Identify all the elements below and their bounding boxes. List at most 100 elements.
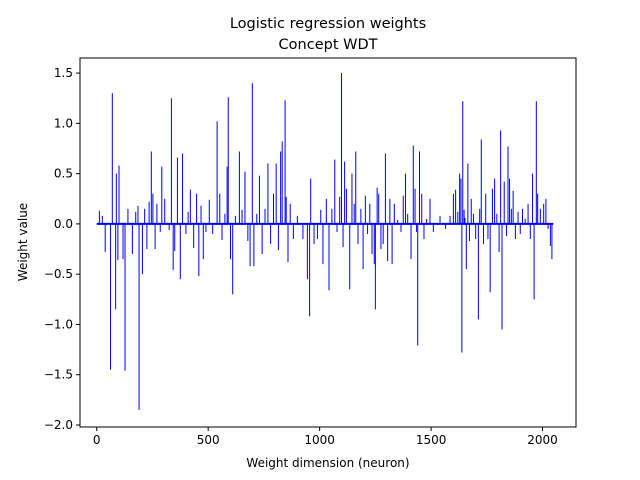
weight-bar (273, 193, 274, 224)
weight-bar (519, 223, 521, 234)
weight-bar (310, 178, 312, 224)
weight-bar (479, 208, 481, 224)
weight-bar (475, 223, 477, 239)
weight-bar (325, 198, 327, 224)
weight-bar (353, 203, 355, 224)
weight-bar (156, 203, 158, 224)
weight-bar (465, 223, 467, 270)
weight-bar (533, 223, 535, 300)
weight-bar (432, 223, 434, 232)
weight-bar (449, 215, 451, 224)
weight-bar (313, 223, 315, 245)
weight-bar (480, 139, 482, 224)
weight-bar (362, 223, 364, 270)
weight-bar (334, 159, 336, 224)
weight-bar (402, 195, 404, 224)
weight-bar (467, 163, 469, 224)
weight-bar (543, 203, 545, 224)
x-tick-label: 1000 (304, 433, 335, 447)
weight-bar (98, 210, 100, 224)
weight-bar (322, 223, 324, 265)
weight-bar (205, 223, 207, 232)
weight-bar (397, 219, 399, 224)
weight-bar (316, 223, 318, 239)
weight-bar (380, 223, 382, 250)
weight-bar (416, 223, 418, 232)
weight-bar (182, 153, 184, 224)
weight-bar (410, 223, 412, 260)
weight-bar (460, 178, 462, 224)
weight-bar (292, 223, 294, 239)
weight-bar (289, 203, 291, 224)
weight-bar (470, 198, 472, 224)
weight-bar (462, 101, 464, 224)
weight-bar (423, 223, 425, 239)
weight-bar (172, 223, 174, 271)
weight-bar (369, 203, 371, 224)
weight-bar (507, 146, 509, 224)
weight-bar (355, 151, 357, 224)
weight-bar (532, 173, 534, 224)
weight-bar (439, 215, 441, 224)
weight-bar (232, 223, 234, 295)
weight-bar (176, 157, 178, 224)
weight-bar (284, 100, 286, 224)
weight-bar (400, 223, 402, 232)
y-axis: −2.0 −1.5 −1.0 −0.5 0.0 0.5 1.0 1.5 (44, 66, 80, 432)
weight-bar (264, 208, 266, 224)
weight-bar (371, 223, 373, 255)
weight-bar (281, 141, 283, 224)
weight-bar (477, 223, 479, 320)
weight-bar (159, 223, 161, 232)
weight-bar (357, 223, 359, 245)
weight-bar (328, 223, 330, 291)
weight-bar (258, 175, 260, 224)
weight-bar (500, 130, 502, 224)
weight-bar (464, 217, 466, 224)
y-tick-label: 1.5 (54, 66, 73, 80)
weight-bar (510, 208, 512, 224)
weight-bar (524, 218, 526, 224)
weight-bar (226, 166, 228, 224)
weight-bar (407, 213, 409, 224)
weight-bar (417, 223, 419, 346)
weight-bar (384, 153, 386, 224)
weight-bar (529, 223, 531, 239)
weight-bar (485, 193, 487, 224)
weight-bar (244, 171, 246, 224)
weight-bar (124, 223, 126, 371)
weight-bar (505, 223, 507, 236)
weight-bar (389, 198, 391, 224)
weight-bar (275, 163, 277, 224)
x-tick-label: 1500 (416, 433, 447, 447)
weight-bar (111, 93, 113, 224)
weight-bar (429, 198, 431, 224)
weight-bar (164, 198, 166, 224)
weight-bar (131, 223, 133, 255)
weight-bar (496, 213, 498, 224)
weight-bar (150, 151, 152, 224)
weight-bar (174, 223, 176, 252)
weight-bar (267, 163, 269, 224)
weight-bar (367, 223, 369, 234)
weight-bar (216, 121, 218, 224)
weight-bar (494, 178, 496, 224)
weight-bar (364, 195, 366, 224)
weight-bar (261, 223, 263, 255)
weight-bar (296, 215, 298, 224)
x-tick-label: 500 (197, 433, 220, 447)
weight-bar (138, 223, 140, 410)
weight-bar (459, 173, 461, 224)
weight-bar (376, 187, 378, 224)
weight-bar (137, 205, 139, 224)
weight-bar (152, 193, 154, 224)
weight-bar (482, 223, 484, 245)
weight-bar (168, 223, 170, 230)
weight-bar (141, 223, 143, 275)
weight-bar (238, 151, 240, 224)
weight-bar (331, 208, 333, 224)
weight-bar (117, 223, 119, 261)
weight-bar (527, 203, 529, 224)
weight-bar (229, 223, 231, 260)
weight-bar (198, 223, 200, 277)
